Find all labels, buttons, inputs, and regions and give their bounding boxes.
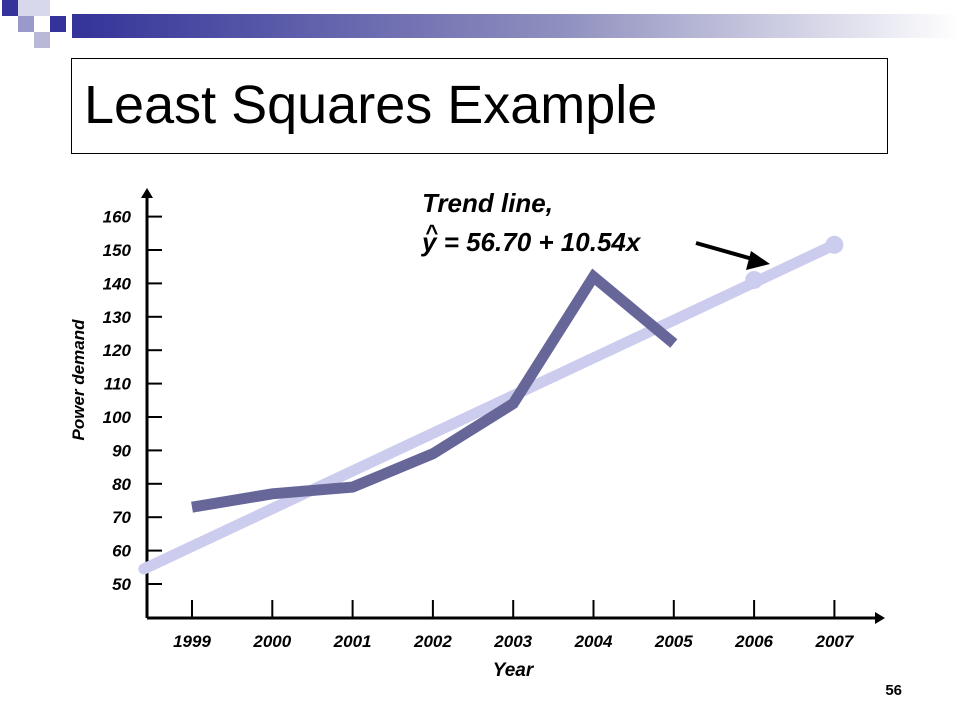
annotation-arrowhead	[746, 251, 770, 270]
y-tick-label: 120	[103, 341, 132, 360]
annotation-line1: Trend line,	[422, 188, 553, 218]
x-tick-label: 1999	[173, 632, 211, 651]
trend-point	[745, 270, 764, 289]
y-tick-label: 140	[103, 274, 132, 293]
x-axis-label: Year	[493, 660, 535, 681]
header-decoration	[2, 0, 960, 48]
slide-number: 56	[885, 682, 902, 699]
x-tick-label: 2003	[493, 632, 532, 651]
y-axis-label: Power demand	[69, 319, 88, 441]
x-tick-label: 2001	[333, 632, 372, 651]
x-tick-label: 2002	[413, 632, 452, 651]
y-tick-label: 50	[112, 575, 131, 594]
y-tick-label: 160	[103, 208, 132, 227]
y-tick-label: 70	[112, 508, 131, 527]
annotation-arrow	[695, 241, 757, 262]
title-box: Least Squares Example	[71, 58, 888, 154]
annotation-caret: ^	[425, 220, 438, 245]
y-tick-label: 60	[112, 542, 131, 561]
x-tick-label: 2000	[252, 632, 291, 651]
annotation-equation: y = 56.70 + 10.54x	[420, 227, 642, 257]
x-tick-label: 2007	[814, 632, 854, 651]
y-tick-label: 100	[103, 408, 132, 427]
y-tick-label: 90	[112, 441, 131, 460]
y-tick-label: 80	[112, 475, 131, 494]
x-tick-label: 2006	[734, 632, 773, 651]
y-axis-arrow	[141, 188, 153, 198]
trend-point	[825, 235, 844, 254]
x-tick-label: 2005	[654, 632, 693, 651]
actual-series-line	[191, 268, 678, 513]
slide-title: Least Squares Example	[84, 75, 658, 135]
y-tick-label: 130	[103, 308, 132, 327]
y-tick-label: 150	[103, 241, 132, 260]
x-tick-label: 2004	[574, 632, 613, 651]
trend-line	[138, 239, 840, 575]
x-axis-arrow	[875, 612, 885, 624]
y-tick-label: 110	[104, 375, 132, 394]
